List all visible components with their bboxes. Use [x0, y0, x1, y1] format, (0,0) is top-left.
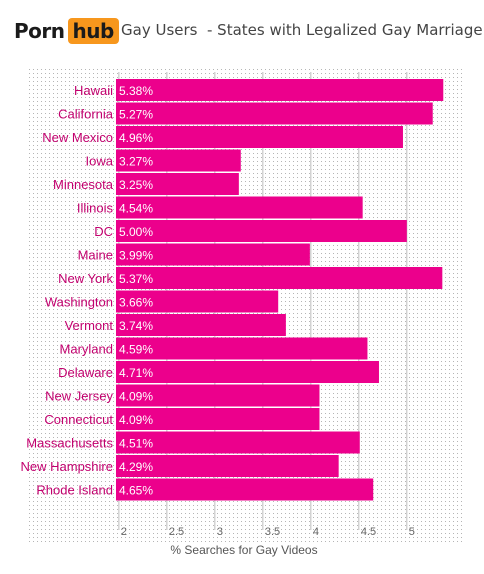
chart-title: Gay Users - States with Legalized Gay Ma… [121, 21, 483, 39]
category-label: Connecticut [44, 412, 113, 427]
value-label: 5.00% [119, 225, 153, 239]
bar [116, 126, 403, 148]
category-label: Delaware [58, 365, 113, 380]
value-label: 5.38% [119, 84, 153, 98]
x-axis-label: % Searches for Gay Videos [170, 543, 317, 557]
value-label: 3.25% [119, 178, 153, 192]
value-label: 3.27% [119, 155, 153, 169]
x-tick-labels: 2 2.5 3 3.5 4 4.5 5 [121, 526, 415, 538]
value-label: 4.51% [119, 437, 153, 451]
bars [116, 79, 444, 501]
category-label: Maryland [60, 342, 113, 357]
x-tick-label: 4 [313, 526, 319, 538]
x-tick-label: 2.5 [169, 526, 184, 538]
bar [116, 196, 363, 219]
category-label: Washington [45, 295, 113, 310]
logo-word: Porn [14, 19, 65, 43]
value-label: 3.66% [119, 296, 153, 310]
category-label: Hawaii [74, 83, 113, 98]
value-label: 4.96% [119, 131, 153, 145]
bar [116, 337, 368, 360]
bar [116, 290, 279, 313]
bar [116, 408, 320, 430]
bar [116, 478, 374, 501]
category-labels: Hawaii California New Mexico Iowa Minnesota I… [21, 83, 114, 498]
category-label: Illinois [77, 201, 114, 216]
category-label: DC [94, 224, 113, 239]
value-label: 4.71% [119, 366, 153, 380]
bar [116, 79, 444, 101]
bar [116, 173, 239, 195]
bar [116, 220, 407, 242]
value-label: 3.99% [119, 249, 153, 263]
bar [116, 314, 286, 336]
bar [116, 361, 379, 383]
value-label: 4.09% [119, 390, 153, 404]
category-label: Maine [78, 248, 113, 263]
category-label: New Mexico [42, 130, 113, 145]
value-label: 5.27% [119, 108, 153, 122]
category-label: Iowa [86, 154, 114, 169]
bar [116, 384, 320, 407]
category-label: Minnesota [53, 177, 114, 192]
bar [116, 102, 433, 125]
logo-badge: hub [67, 18, 119, 44]
value-label: 4.09% [119, 413, 153, 427]
value-labels: 5.38% 5.27% 4.96% 3.27% 3.25% 4.54% 5.00% 3.99%… [119, 84, 153, 498]
category-label: New York [58, 271, 113, 286]
x-tick-label: 2 [121, 526, 127, 538]
x-tick-label: 3.5 [265, 526, 280, 538]
category-label: Vermont [65, 318, 114, 333]
value-label: 4.29% [119, 460, 153, 474]
bar [116, 267, 443, 289]
bar [116, 431, 360, 454]
x-tick-label: 3 [217, 526, 223, 538]
value-label: 5.37% [119, 272, 153, 286]
value-label: 3.74% [119, 319, 153, 333]
bar [116, 455, 339, 477]
value-label: 4.54% [119, 202, 153, 216]
value-label: 4.59% [119, 343, 153, 357]
category-label: Massachusetts [26, 436, 113, 451]
category-label: Rhode Island [36, 483, 113, 498]
value-label: 4.65% [119, 484, 153, 498]
bar [116, 149, 241, 172]
x-tick-label: 5 [409, 526, 415, 538]
bar [116, 243, 310, 266]
category-label: New Jersey [45, 389, 113, 404]
x-tick-label: 4.5 [361, 526, 376, 538]
category-label: New Hampshire [21, 459, 113, 474]
category-label: California [58, 107, 114, 122]
pornhub-logo: Porn hub [14, 18, 119, 44]
chart-header: Porn hub Gay Users - States with Legaliz… [0, 0, 484, 62]
